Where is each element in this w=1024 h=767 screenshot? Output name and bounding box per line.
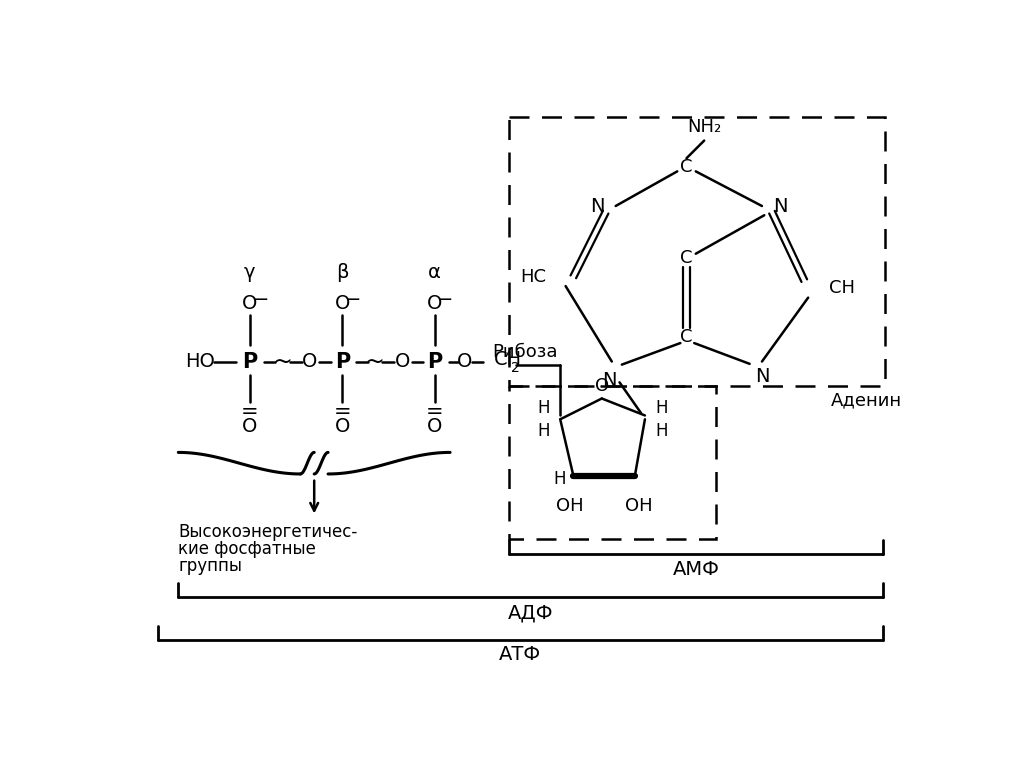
Text: α: α bbox=[428, 264, 441, 282]
Bar bbox=[509, 386, 716, 538]
Text: γ: γ bbox=[244, 264, 256, 282]
Text: O: O bbox=[335, 417, 350, 436]
Text: P: P bbox=[427, 351, 442, 371]
Text: NH₂: NH₂ bbox=[687, 117, 721, 136]
Text: кие фосфатные: кие фосфатные bbox=[178, 540, 316, 558]
Text: O: O bbox=[243, 417, 258, 436]
Text: β: β bbox=[336, 264, 348, 282]
Text: C: C bbox=[680, 159, 693, 176]
Bar bbox=[509, 117, 885, 386]
Text: O: O bbox=[394, 352, 410, 371]
Text: O: O bbox=[302, 352, 317, 371]
Text: группы: группы bbox=[178, 557, 243, 574]
Text: H: H bbox=[655, 399, 668, 416]
Text: H: H bbox=[553, 470, 565, 489]
Text: =: = bbox=[426, 402, 443, 422]
Text: АМФ: АМФ bbox=[673, 560, 720, 579]
Text: H: H bbox=[537, 422, 550, 439]
Text: N: N bbox=[755, 367, 769, 387]
Text: O: O bbox=[427, 295, 442, 313]
Text: Рибоза: Рибоза bbox=[493, 344, 558, 361]
Text: −: − bbox=[437, 291, 454, 309]
Text: HC: HC bbox=[520, 268, 547, 286]
Text: O: O bbox=[335, 295, 350, 313]
Text: N: N bbox=[773, 196, 787, 216]
Text: O: O bbox=[595, 377, 609, 395]
Text: CH: CH bbox=[494, 350, 522, 369]
Text: 2: 2 bbox=[511, 360, 520, 375]
Text: ~: ~ bbox=[272, 350, 292, 374]
Text: CH: CH bbox=[829, 279, 855, 298]
Text: −: − bbox=[253, 291, 269, 309]
Text: Высокоэнергетичес-: Высокоэнергетичес- bbox=[178, 522, 357, 541]
Text: N: N bbox=[590, 196, 604, 216]
Text: O: O bbox=[243, 295, 258, 313]
Text: O: O bbox=[427, 417, 442, 436]
Text: OH: OH bbox=[625, 497, 652, 515]
Text: АТФ: АТФ bbox=[499, 645, 542, 664]
Text: Аденин: Аденин bbox=[831, 391, 902, 409]
Text: O: O bbox=[457, 352, 472, 371]
Text: ~: ~ bbox=[365, 350, 385, 374]
Text: H: H bbox=[655, 422, 668, 439]
Text: C: C bbox=[680, 249, 693, 267]
Text: P: P bbox=[243, 351, 257, 371]
Text: −: − bbox=[345, 291, 361, 309]
Text: =: = bbox=[241, 402, 259, 422]
Text: HO: HO bbox=[185, 352, 215, 371]
Text: P: P bbox=[335, 351, 350, 371]
Text: OH: OH bbox=[556, 497, 584, 515]
Text: C: C bbox=[680, 328, 693, 346]
Text: =: = bbox=[334, 402, 351, 422]
Text: АДФ: АДФ bbox=[508, 603, 553, 622]
Text: N: N bbox=[602, 370, 616, 390]
Text: H: H bbox=[537, 399, 550, 416]
